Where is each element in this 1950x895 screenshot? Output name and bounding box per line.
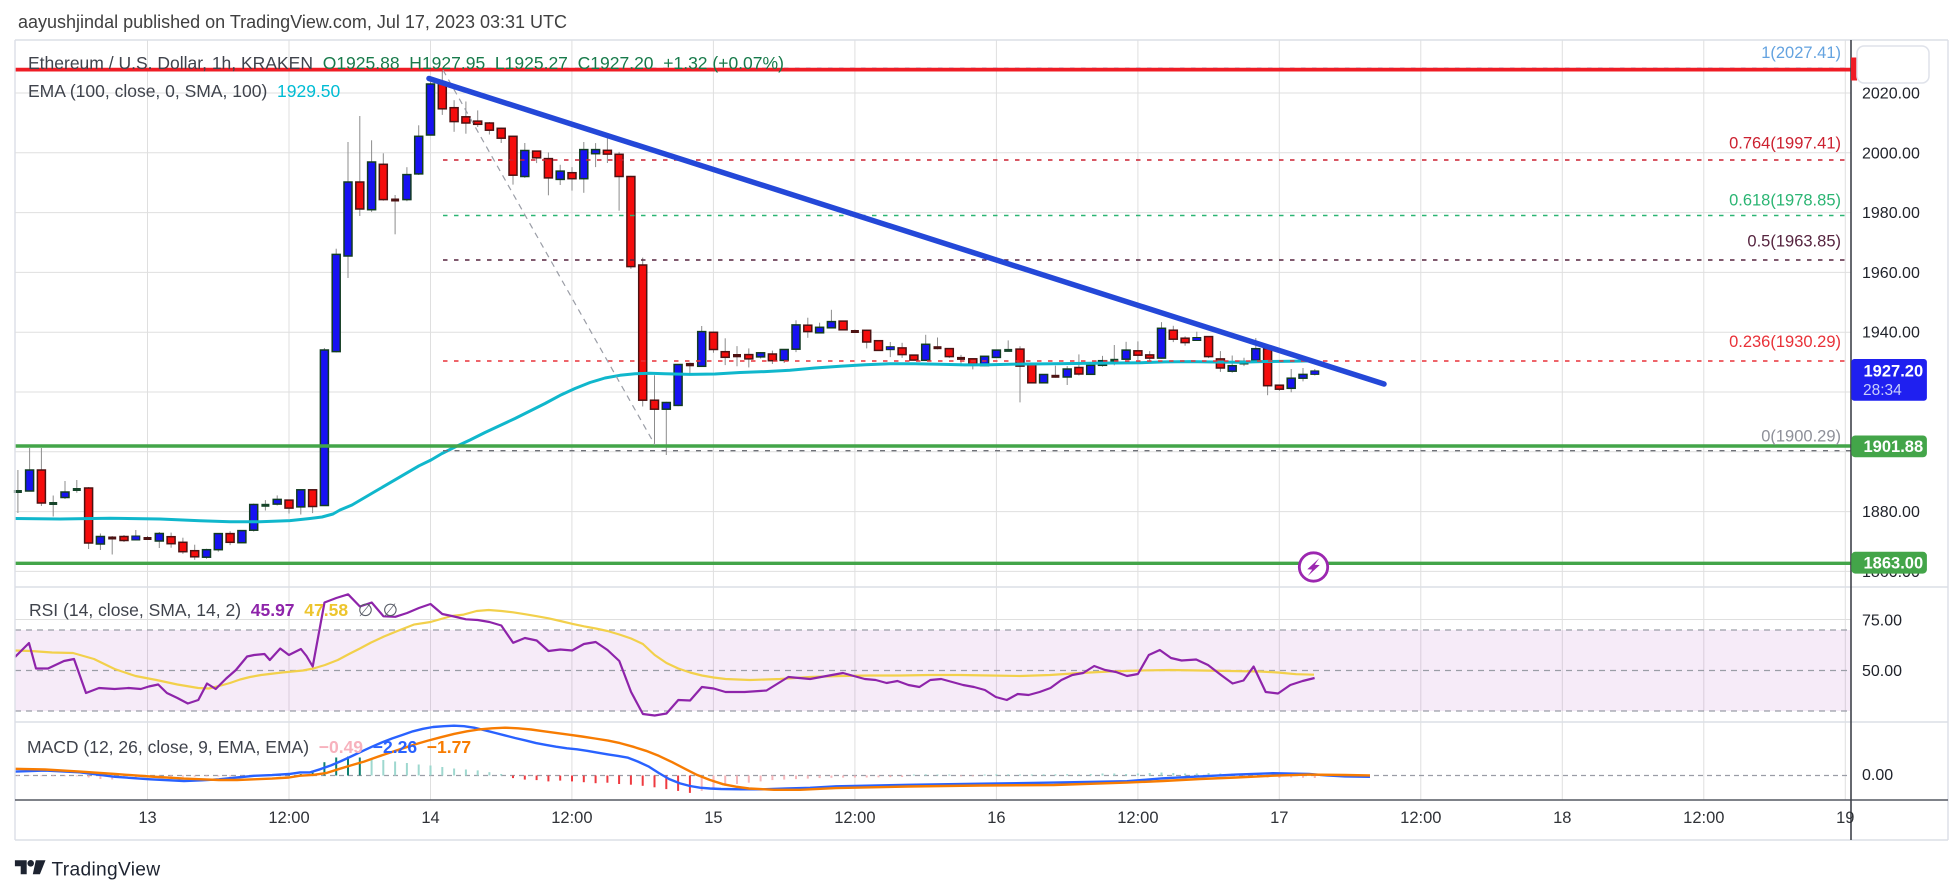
- svg-text:12:00: 12:00: [1400, 809, 1441, 827]
- svg-text:2000.00: 2000.00: [1862, 145, 1920, 162]
- svg-text:12:00: 12:00: [1117, 809, 1158, 827]
- svg-text:1927.20: 1927.20: [1864, 362, 1924, 380]
- svg-text:1940.00: 1940.00: [1862, 325, 1920, 342]
- svg-text:0(1900.29): 0(1900.29): [1761, 428, 1841, 446]
- svg-text:aayushjindal published on Trad: aayushjindal published on TradingView.co…: [18, 12, 567, 32]
- svg-text:13: 13: [138, 809, 156, 827]
- svg-text:1880.00: 1880.00: [1862, 504, 1920, 521]
- svg-text:0.236(1930.29): 0.236(1930.29): [1729, 333, 1841, 351]
- svg-text:MACD (12, 26, close, 9, EMA, E: MACD (12, 26, close, 9, EMA, EMA) −0.49 …: [27, 737, 471, 757]
- svg-text:TradingView: TradingView: [52, 859, 161, 880]
- svg-text:1863.00: 1863.00: [1864, 555, 1924, 573]
- svg-text:12:00: 12:00: [268, 809, 309, 827]
- svg-text:1901.88: 1901.88: [1864, 438, 1924, 456]
- svg-text:1960.00: 1960.00: [1862, 265, 1920, 282]
- svg-text:18: 18: [1553, 809, 1571, 827]
- svg-text:12:00: 12:00: [1683, 809, 1724, 827]
- svg-text:0.618(1978.85): 0.618(1978.85): [1729, 192, 1841, 210]
- svg-text:50.00: 50.00: [1862, 663, 1902, 680]
- svg-text:14: 14: [421, 809, 439, 827]
- svg-text:Ethereum / U.S. Dollar, 1h, KR: Ethereum / U.S. Dollar, 1h, KRAKEN O1925…: [28, 53, 784, 73]
- svg-text:28:34: 28:34: [1863, 382, 1902, 399]
- svg-text:17: 17: [1270, 809, 1288, 827]
- svg-text:0.00: 0.00: [1862, 767, 1893, 784]
- svg-text:0.764(1997.41): 0.764(1997.41): [1729, 135, 1841, 153]
- svg-text:15: 15: [704, 809, 722, 827]
- svg-text:12:00: 12:00: [551, 809, 592, 827]
- svg-text:16: 16: [987, 809, 1005, 827]
- svg-text:1980.00: 1980.00: [1862, 205, 1920, 222]
- svg-text:RSI (14, close, SMA, 14, 2) 4: RSI (14, close, SMA, 14, 2) 45.97 47.58 …: [29, 600, 398, 620]
- svg-text:2020.00: 2020.00: [1862, 86, 1920, 103]
- svg-text:1(2027.41): 1(2027.41): [1761, 44, 1841, 62]
- svg-text:75.00: 75.00: [1862, 612, 1902, 629]
- svg-text:0.5(1963.85): 0.5(1963.85): [1747, 233, 1841, 251]
- svg-text:19: 19: [1836, 809, 1854, 827]
- svg-text:EMA (100, close, 0, SMA, 100): EMA (100, close, 0, SMA, 100) 1929.50: [28, 81, 341, 101]
- svg-text:12:00: 12:00: [834, 809, 875, 827]
